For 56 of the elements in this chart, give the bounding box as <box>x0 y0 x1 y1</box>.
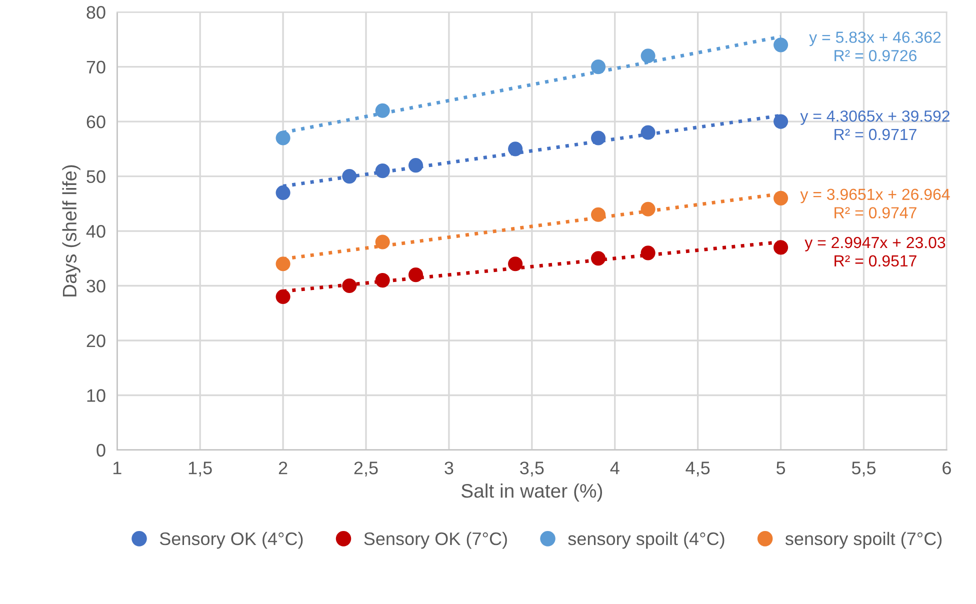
x-axis-title: Salt in water (%) <box>461 483 602 502</box>
annotation: y = 2.9947x + 23.03 R² = 0.9517 <box>804 236 946 267</box>
y-tick-label: 10 <box>87 389 106 402</box>
point <box>375 103 390 118</box>
y-tick-label: 50 <box>86 170 106 184</box>
x-tick-label: 3,5 <box>520 462 544 476</box>
point <box>375 234 390 250</box>
point <box>640 48 656 64</box>
point <box>591 251 606 266</box>
legend-label: sensory spoilt (7°C) <box>785 532 942 549</box>
x-tick-label: 2,5 <box>354 462 378 476</box>
legend-label: Sensory OK (4°C) <box>160 532 303 549</box>
y-tick-label: 20 <box>86 334 106 348</box>
point <box>342 278 357 294</box>
point <box>640 202 656 216</box>
point <box>408 268 424 282</box>
point <box>408 158 424 173</box>
y-axis-title: Days (shelf life) <box>62 165 80 296</box>
y-tick-label: 80 <box>86 6 106 19</box>
point <box>774 240 788 255</box>
point <box>774 190 788 206</box>
point <box>375 164 390 178</box>
point <box>640 125 656 140</box>
point <box>591 130 606 146</box>
point <box>774 114 788 129</box>
point <box>508 142 523 156</box>
y-tick-label: 70 <box>86 60 106 74</box>
point <box>508 256 523 272</box>
y-tick-label: 60 <box>86 115 106 128</box>
legend-label: Sensory OK (7°C) <box>364 532 507 549</box>
x-tick-label: 2 <box>278 462 288 474</box>
point <box>276 289 290 304</box>
point <box>276 130 290 146</box>
point <box>276 185 290 200</box>
x-tick-label: 5 <box>776 462 786 474</box>
y-tick-label: 0 <box>96 444 106 457</box>
x-tick-label: 3 <box>444 462 454 474</box>
annotation: y = 3.9651x + 26.964 R² = 0.9747 <box>800 188 950 218</box>
point <box>774 38 788 52</box>
point <box>591 60 606 74</box>
point <box>276 256 290 272</box>
x-tick-label: 4,5 <box>686 462 710 476</box>
legend-label: sensory spoilt (4°C) <box>568 532 724 549</box>
x-tick-label: 5,5 <box>852 462 876 476</box>
x-tick-label: 1 <box>113 462 122 474</box>
y-tick-label: 40 <box>86 224 106 238</box>
point <box>640 246 656 260</box>
x-tick-label: 6 <box>942 462 951 474</box>
point <box>375 273 390 288</box>
annotation: y = 5.83x + 46.362 R² = 0.9726 <box>809 32 941 62</box>
annotation: y = 4.3065x + 39.592 R² = 0.9717 <box>800 110 950 140</box>
x-tick-label: 4 <box>610 462 620 474</box>
point <box>342 169 357 184</box>
y-tick-label: 30 <box>86 280 106 292</box>
point <box>591 207 606 222</box>
x-tick-label: 1,5 <box>188 462 212 476</box>
